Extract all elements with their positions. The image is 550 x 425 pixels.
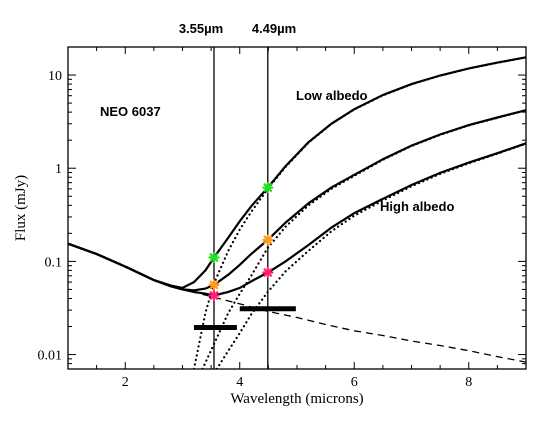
- series-dashed-3: [68, 243, 526, 363]
- band-lines: [213, 47, 269, 369]
- x-axis-label: Wavelength (microns): [230, 391, 363, 407]
- x-axis-ticks: 2 4 6 8: [67, 47, 527, 390]
- marker-0: [208, 251, 220, 264]
- curves-layer: [68, 56, 526, 369]
- upper-limit-bars: [193, 306, 296, 331]
- marker-1: [208, 279, 220, 291]
- marker-5: [262, 266, 274, 279]
- y-tick-label: 0.01: [38, 349, 63, 364]
- low-albedo-label: Low albedo: [296, 88, 368, 103]
- series-dotted-5: [201, 109, 526, 369]
- marker-4: [262, 234, 274, 246]
- high-albedo-label: High albedo: [380, 199, 454, 214]
- x-tick-label: 8: [465, 375, 472, 390]
- marker-3: [262, 181, 274, 194]
- photometry-markers: [208, 181, 274, 302]
- x-tick-label: 2: [122, 375, 129, 390]
- x-tick-label: 4: [236, 375, 243, 390]
- x-tick-label: 6: [351, 375, 358, 390]
- y-tick-label: 0.1: [45, 255, 63, 270]
- y-tick-label: 1: [55, 162, 62, 177]
- band-label-3-55: 3.55µm: [179, 21, 223, 36]
- y-tick-label: 10: [48, 69, 62, 84]
- series-dotted-6: [215, 142, 526, 369]
- y-axis-label: Flux (mJy): [13, 175, 29, 241]
- marker-2: [208, 289, 220, 302]
- band-label-4-49: 4.49µm: [252, 21, 296, 36]
- series-solid-1: [68, 109, 526, 292]
- series-dotted-4: [192, 56, 526, 369]
- y-axis-ticks: 0.01 0.1 1 10: [38, 46, 526, 370]
- object-name-label: NEO 6037: [100, 104, 161, 119]
- series-solid-2: [68, 142, 526, 297]
